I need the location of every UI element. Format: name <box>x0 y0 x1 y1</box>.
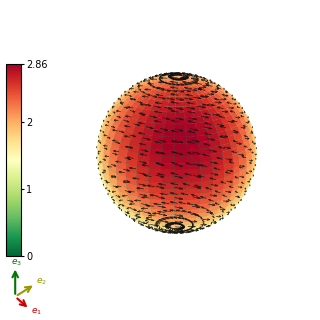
Text: $e_2$: $e_2$ <box>36 277 47 287</box>
Text: $e_3$: $e_3$ <box>12 257 22 268</box>
Text: $e_1$: $e_1$ <box>31 307 42 317</box>
